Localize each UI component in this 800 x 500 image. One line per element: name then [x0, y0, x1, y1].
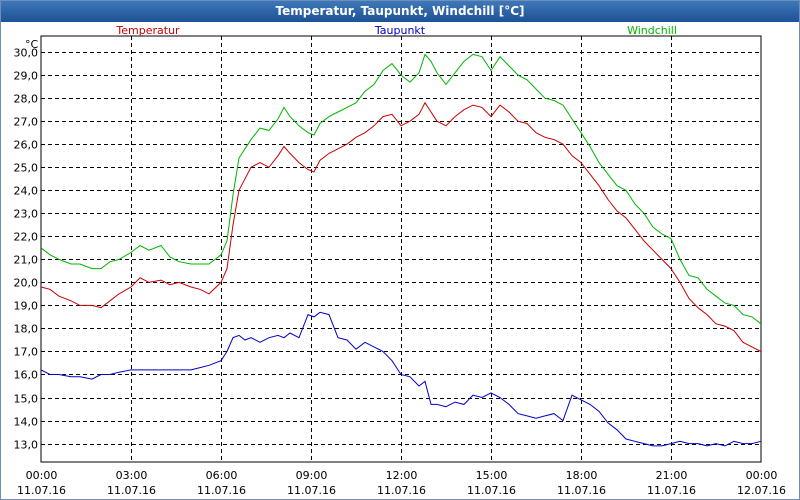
y-tick-label: 21,0	[14, 254, 39, 267]
y-tick-label: 25,0	[14, 162, 39, 175]
series-line-windchill	[40, 53, 762, 325]
y-tick-label: 30,0	[14, 47, 39, 60]
x-tick-date-label: 11.07.16	[287, 484, 336, 497]
x-tick-time-label: 06:00	[206, 469, 238, 482]
y-tick-label: 23,0	[14, 208, 39, 221]
y-tick-label: 27,0	[14, 116, 39, 129]
y-tick-label: 28,0	[14, 93, 39, 106]
x-tick-time-label: 09:00	[296, 469, 328, 482]
x-tick-time-label: 15:00	[476, 469, 508, 482]
legend-taupunkt: Taupunkt	[374, 24, 426, 37]
y-axis-label: °C	[25, 38, 39, 51]
legend-temperatur: Temperatur	[115, 24, 180, 37]
x-tick-date-label: 11.07.16	[647, 484, 696, 497]
x-tick-date-label: 11.07.16	[377, 484, 426, 497]
legend-windchill: Windchill	[627, 24, 677, 37]
y-tick-label: 19,0	[14, 300, 39, 313]
series-line-taupunkt	[40, 311, 762, 447]
y-tick-label: 15,0	[14, 393, 39, 406]
x-tick-date-label: 11.07.16	[467, 484, 516, 497]
y-tick-label: 13,0	[14, 439, 39, 452]
y-tick-label: 18,0	[14, 323, 39, 336]
x-tick-time-label: 18:00	[566, 469, 598, 482]
chart-area: 13,0 14,0 15,0 16,0 17,0 18,0 19,0 20,0 21,0 22,0…	[14, 24, 786, 497]
x-tick-date-label: 11.07.16	[197, 484, 246, 497]
y-tick-label: 14,0	[14, 416, 39, 429]
y-tick-label: 20,0	[14, 277, 39, 290]
x-tick-date-label: 12.07.16	[737, 484, 786, 497]
y-tick-label: 16,0	[14, 369, 39, 382]
y-tick-label: 22,0	[14, 231, 39, 244]
x-tick-date-label: 11.07.16	[557, 484, 606, 497]
y-tick-label: 17,0	[14, 346, 39, 359]
x-tick-time-label: 21:00	[656, 469, 688, 482]
chart-title: Temperatur, Taupunkt, Windchill [°C]	[1, 1, 799, 22]
x-tick-time-label: 12:00	[386, 469, 418, 482]
x-tick-time-label: 00:00	[746, 469, 778, 482]
x-tick-date-label: 11.07.16	[17, 484, 66, 497]
series-line-temperatur	[40, 101, 762, 352]
y-tick-label: 24,0	[14, 185, 39, 198]
x-tick-time-label: 03:00	[116, 469, 148, 482]
y-tick-label: 29,0	[14, 70, 39, 83]
y-tick-label: 26,0	[14, 139, 39, 152]
x-tick-time-label: 00:00	[26, 469, 58, 482]
x-tick-date-label: 11.07.16	[107, 484, 156, 497]
